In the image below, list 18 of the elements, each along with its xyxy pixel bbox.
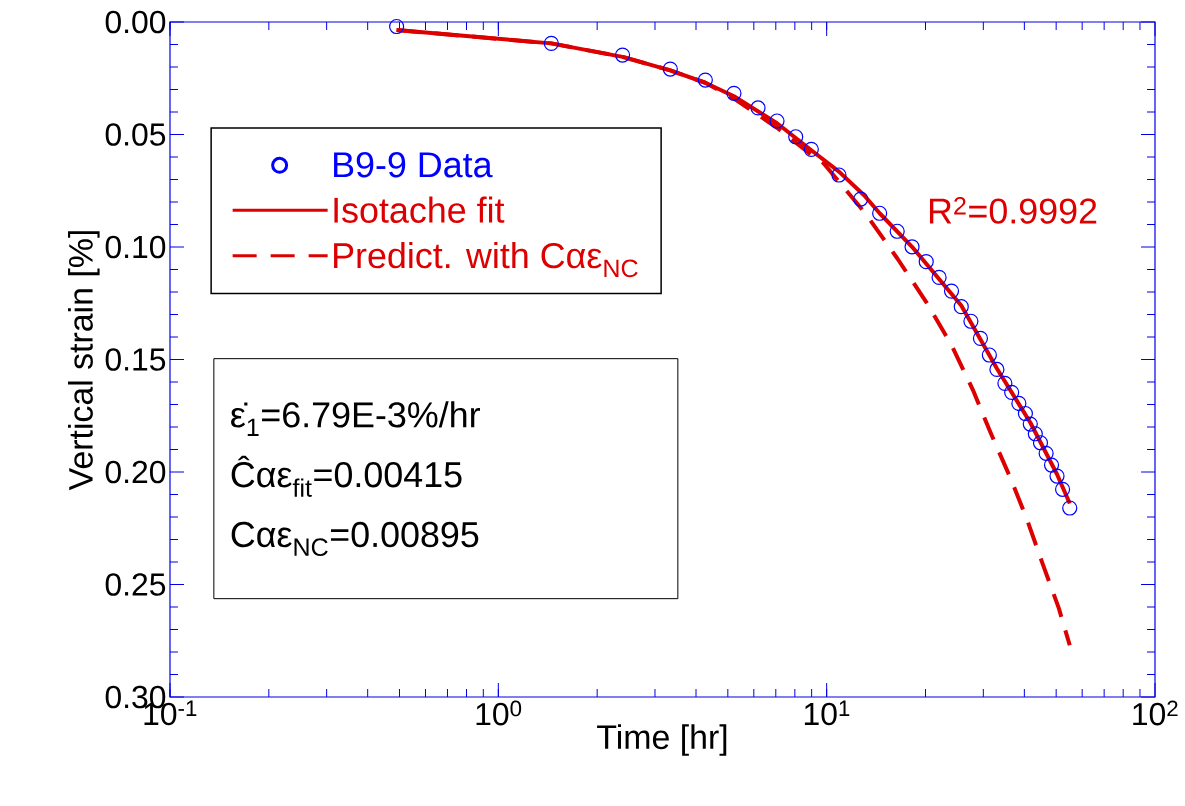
y-tick-label: 0.00 bbox=[105, 10, 166, 34]
y-tick-label: 0.05 bbox=[105, 123, 166, 146]
x-tick-label: 10$^{0}$ bbox=[476, 700, 522, 726]
y-tick-label: 0.25 bbox=[105, 573, 166, 596]
y-tick-label: 0.20 bbox=[105, 460, 166, 484]
x-tick-label: 10$^{1}$ bbox=[804, 700, 850, 726]
annotation: ε̇$_{1}$=6.79E-3%/hr bbox=[231, 401, 480, 436]
legend-label: Predict. with Cαε$_{NC}$ bbox=[334, 242, 638, 278]
x-tick-label: 10$^{2}$ bbox=[1133, 700, 1178, 726]
legend-label: B9-9 Data bbox=[334, 152, 493, 178]
legend-label: Isotache fit bbox=[334, 196, 505, 223]
annotation: R$^{2}$=0.9992 bbox=[929, 196, 1097, 224]
y-tick-label: 0.10 bbox=[105, 235, 166, 259]
annotation: Ĉαε$_{fit}$=0.00415 bbox=[231, 455, 462, 497]
y-tick-label: 0.15 bbox=[105, 348, 166, 371]
annotation: Cαε$_{NC}$=0.00895 bbox=[231, 521, 479, 557]
y-axis-title: Vertical strain [%] bbox=[68, 231, 100, 491]
x-axis-title: Time [hr] bbox=[597, 724, 727, 756]
